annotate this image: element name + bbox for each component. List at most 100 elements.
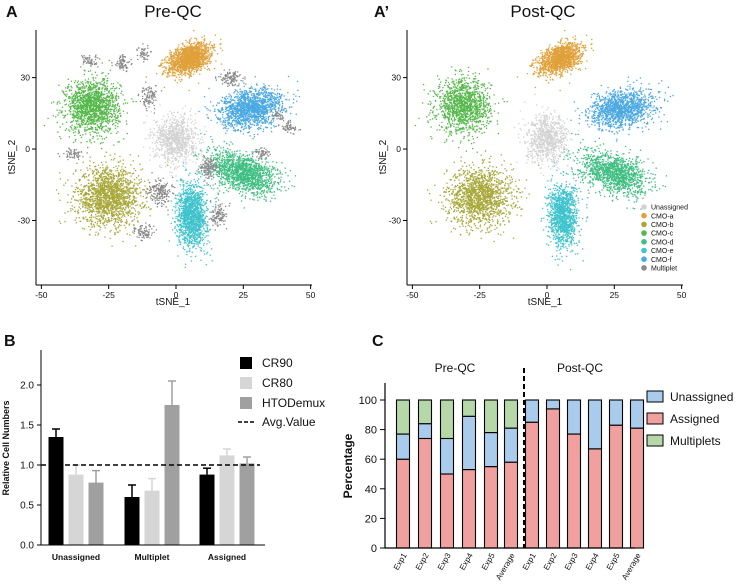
scatter-point	[96, 204, 98, 206]
scatter-point	[114, 213, 116, 215]
scatter-point	[106, 212, 108, 214]
scatter-point	[109, 207, 112, 210]
scatter-point	[196, 52, 199, 54]
scatter-point	[119, 204, 122, 206]
scatter-point	[118, 210, 120, 213]
scatter-point	[194, 48, 196, 50]
scatter-point	[82, 206, 84, 208]
scatter-point	[106, 220, 108, 222]
scatter-point	[94, 121, 96, 123]
scatter-point	[75, 138, 77, 141]
scatter-point	[81, 190, 83, 192]
scatter-point	[171, 59, 173, 61]
scatter-point	[113, 206, 115, 209]
scatter-point	[101, 209, 103, 211]
scatter-point	[92, 198, 94, 200]
scatter-point	[113, 123, 115, 125]
scatter-point	[79, 134, 81, 136]
scatter-point	[96, 188, 98, 190]
scatter-point	[77, 116, 79, 118]
scatter-point	[88, 193, 90, 196]
scatter-point	[171, 60, 173, 62]
scatter-point	[208, 59, 211, 61]
scatter-point	[103, 210, 105, 212]
scatter-point	[131, 192, 133, 194]
scatter-point	[103, 188, 105, 190]
scatter-point	[159, 65, 161, 67]
scatter-point	[56, 101, 59, 104]
scatter-point	[103, 191, 105, 193]
scatter-point	[109, 177, 111, 179]
scatter-point	[108, 199, 110, 201]
scatter-point	[110, 132, 112, 134]
scatter-point	[205, 63, 207, 65]
scatter-point	[96, 132, 98, 134]
scatter-point	[83, 175, 85, 177]
scatter-point	[106, 174, 108, 176]
scatter-point	[209, 55, 211, 58]
scatter-point	[122, 94, 124, 96]
scatter-point	[194, 41, 196, 43]
scatter-point	[85, 210, 87, 212]
scatter-point	[71, 121, 73, 123]
scatter-point	[186, 49, 189, 51]
scatter-point	[85, 129, 87, 131]
scatter-point	[124, 208, 126, 210]
scatter-point	[166, 72, 168, 75]
scatter-point	[95, 217, 97, 220]
scatter-point	[106, 85, 109, 88]
scatter-point	[97, 210, 99, 212]
scatter-point	[162, 70, 165, 73]
scatter-point	[118, 195, 120, 197]
scatter-point	[117, 194, 119, 196]
scatter-point	[134, 182, 136, 184]
scatter-point	[207, 60, 210, 62]
scatter-point	[109, 183, 112, 185]
scatter-point	[64, 221, 66, 223]
scatter-point	[86, 112, 88, 114]
scatter-point	[96, 194, 98, 197]
scatter-point	[131, 202, 133, 204]
scatter-point	[63, 99, 66, 102]
scatter-point	[188, 60, 191, 62]
scatter-point	[195, 66, 197, 68]
scatter-point	[116, 185, 119, 187]
scatter-point	[178, 61, 180, 63]
scatter-point	[102, 94, 104, 96]
scatter-point	[108, 221, 111, 223]
scatter-point	[85, 133, 87, 135]
scatter-point	[95, 180, 97, 182]
scatter-point	[112, 191, 115, 193]
scatter-point	[91, 211, 93, 214]
scatter-point	[137, 184, 139, 186]
scatter-point	[194, 46, 196, 49]
scatter-point	[134, 201, 136, 204]
scatter-point	[200, 42, 202, 44]
scatter-point	[120, 86, 122, 88]
scatter-point	[114, 87, 117, 90]
scatter-point	[188, 69, 191, 71]
scatter-point	[182, 65, 184, 67]
scatter-point	[111, 87, 113, 89]
scatter-point	[190, 61, 192, 63]
cluster-cmo_c-points	[43, 62, 137, 153]
scatter-point	[190, 60, 193, 62]
scatter-point	[119, 84, 121, 86]
scatter-point	[111, 181, 113, 183]
scatter-point	[135, 192, 137, 194]
scatter-point	[126, 123, 128, 125]
scatter-point	[94, 123, 96, 125]
scatter-point	[92, 179, 94, 181]
scatter-point	[92, 202, 94, 204]
scatter-point	[103, 109, 105, 111]
scatter-point	[219, 154, 221, 156]
scatter-point	[93, 202, 95, 205]
scatter-point	[92, 128, 94, 130]
scatter-point	[118, 97, 120, 99]
scatter-point	[200, 57, 203, 59]
scatter-point	[107, 207, 109, 209]
scatter-point	[169, 49, 171, 52]
scatter-point	[189, 64, 191, 66]
scatter-point	[87, 179, 89, 181]
scatter-point	[172, 71, 174, 73]
